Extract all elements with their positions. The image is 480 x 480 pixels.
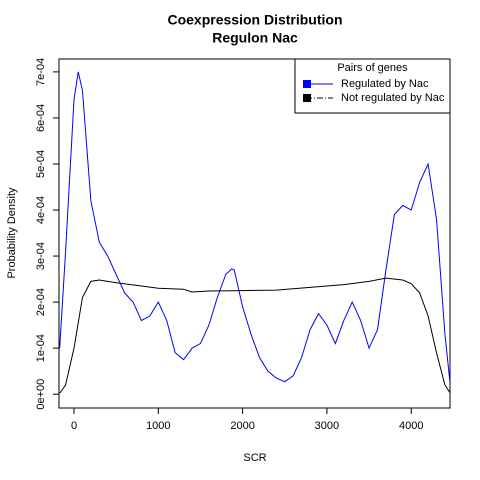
legend-swatch <box>303 94 311 102</box>
y-tick-label: 2e-04 <box>35 288 47 316</box>
y-tick-label: 1e-04 <box>35 334 47 362</box>
legend-label: Not regulated by Nac <box>341 92 445 104</box>
x-tick-label: 3000 <box>315 420 339 432</box>
density-line <box>59 277 450 394</box>
plot-frame <box>58 58 451 409</box>
chart-subtitle: Regulon Nac <box>212 30 298 46</box>
x-tick-label: 2000 <box>230 420 254 432</box>
y-tick-label: 5e-04 <box>35 150 47 178</box>
density-line <box>59 71 450 383</box>
legend-box <box>294 58 451 114</box>
legend-swatch <box>303 80 311 88</box>
legend-title: Pairs of genes <box>337 62 408 74</box>
x-tick-label: 1000 <box>146 420 170 432</box>
y-tick-label: 3e-04 <box>35 242 47 270</box>
y-axis-label: Probability Density <box>6 187 18 279</box>
x-axis-label: SCR <box>243 452 266 464</box>
x-tick-label: 0 <box>71 420 77 432</box>
y-tick-label: 6e-04 <box>35 104 47 132</box>
y-tick-label: 4e-04 <box>35 196 47 224</box>
y-tick-label: 0e+00 <box>35 379 47 410</box>
legend-label: Regulated by Nac <box>341 78 429 90</box>
x-tick-label: 4000 <box>399 420 423 432</box>
plot-area <box>59 71 450 394</box>
chart-title: Coexpression Distribution <box>167 12 342 28</box>
y-tick-label: 7e-04 <box>35 58 47 86</box>
